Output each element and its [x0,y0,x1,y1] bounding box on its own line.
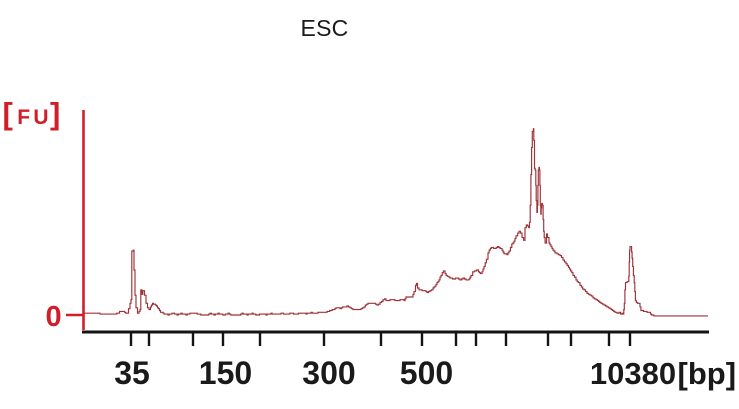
svg-text:]: ] [50,96,60,131]
svg-text:35: 35 [114,355,150,391]
svg-text:150: 150 [199,355,252,391]
svg-text:500: 500 [400,355,453,391]
svg-text:0: 0 [46,301,62,333]
svg-text:300: 300 [302,355,355,391]
svg-text:ESC: ESC [301,15,349,41]
svg-text:[: [ [3,96,13,131]
svg-text:F: F [17,106,30,129]
svg-text:[bp]: [bp] [678,356,737,391]
svg-text:U: U [33,106,48,129]
svg-text:10380: 10380 [590,356,676,391]
